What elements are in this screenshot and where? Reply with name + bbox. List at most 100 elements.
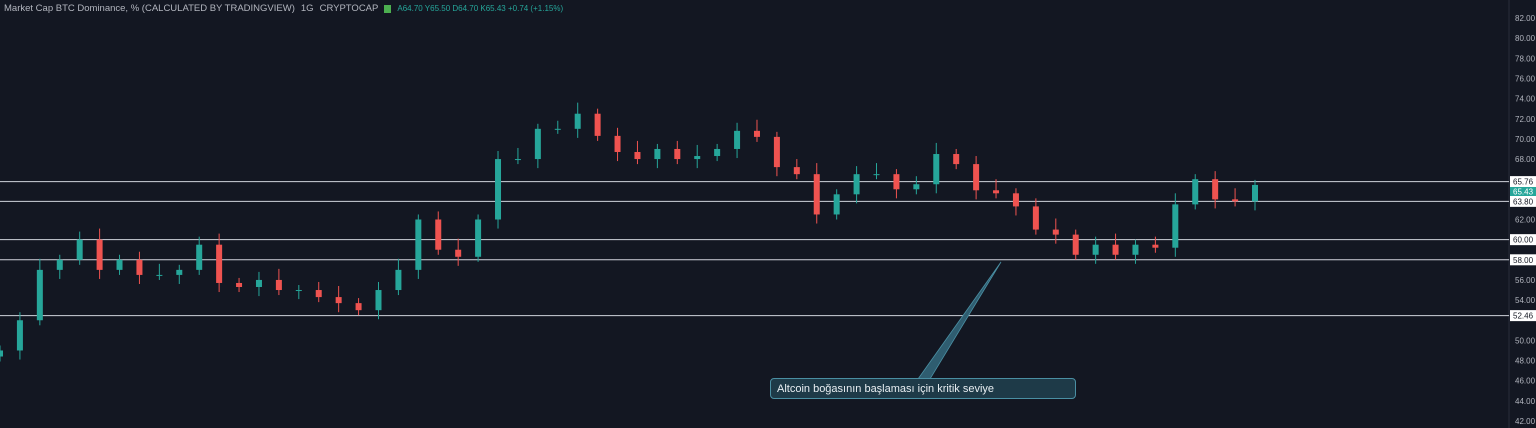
ohlc-values: A64.70 Y65.50 D64.70 K65.43 +0.74 (+1.15…: [397, 4, 564, 13]
candle-body: [893, 174, 900, 190]
candle-body: [1032, 206, 1039, 230]
candle-body: [734, 130, 741, 149]
y-tick-label: 48.00: [1515, 357, 1536, 366]
candle-body: [1052, 229, 1059, 235]
candle-body: [853, 174, 860, 195]
candle-body: [255, 279, 262, 288]
candle-body: [933, 154, 940, 185]
candle-body: [953, 154, 960, 165]
candle-body: [455, 249, 462, 257]
candle-body: [156, 274, 163, 276]
candle-body: [534, 128, 541, 160]
candle-body: [1252, 184, 1258, 202]
annotation-callout[interactable]: Altcoin boğasının başlaması için kritik …: [770, 378, 1076, 399]
candle-body: [1192, 179, 1199, 205]
candle-body: [514, 159, 521, 161]
candle-body: [375, 290, 382, 311]
y-tick-label: 80.00: [1515, 34, 1536, 43]
level-price-label: 60.00: [1513, 236, 1534, 245]
candle-body: [0, 350, 3, 357]
candle-body: [415, 219, 422, 270]
candle-body: [634, 151, 641, 160]
symbol-legend: Market Cap BTC Dominance, % (CALCULATED …: [4, 3, 563, 14]
candle-body: [315, 290, 322, 298]
candle-body: [993, 190, 1000, 194]
candle-body: [136, 259, 143, 275]
candle-body: [116, 259, 123, 270]
level-price-label: 52.46: [1513, 312, 1534, 321]
y-tick-label: 56.00: [1515, 276, 1536, 285]
candle-body: [435, 219, 442, 250]
last-price-label: 65.43: [1513, 187, 1534, 196]
candle-body: [395, 269, 402, 291]
candle-body: [714, 148, 721, 157]
y-tick-label: 72.00: [1515, 115, 1536, 124]
candle-body: [654, 148, 661, 160]
last-price-tag: [1510, 186, 1536, 196]
y-tick-label: 68.00: [1515, 155, 1536, 164]
candle-body: [335, 297, 342, 304]
candle-body: [355, 303, 362, 311]
candle-body: [1212, 179, 1219, 200]
y-tick-label: 50.00: [1515, 336, 1536, 345]
candle-body: [614, 135, 621, 152]
candle-body: [674, 148, 681, 160]
candle-body: [813, 174, 820, 215]
candle-body: [76, 239, 83, 260]
level-price-label: 58.00: [1513, 256, 1534, 265]
candle-body: [1092, 244, 1099, 255]
candle-body: [694, 156, 701, 160]
level-price-tag: [1510, 254, 1536, 266]
level-price-label: 65.76: [1513, 178, 1534, 187]
y-tick-label: 70.00: [1515, 135, 1536, 144]
candle-body: [574, 113, 581, 129]
candle-body: [973, 164, 980, 191]
candle-body: [1152, 244, 1159, 248]
candle-body: [196, 244, 203, 270]
candle-body: [873, 174, 880, 176]
candle-body: [773, 136, 780, 168]
level-price-tag: [1510, 234, 1536, 246]
candle-body: [793, 167, 800, 175]
candle-body: [475, 219, 482, 257]
candle-body: [1012, 193, 1019, 207]
exchange: CRYPTOCAP: [319, 3, 379, 14]
candle-body: [1132, 244, 1139, 255]
candle-body: [216, 244, 223, 283]
y-tick-label: 62.00: [1515, 216, 1536, 225]
candle-body: [96, 239, 103, 270]
candle-body: [56, 259, 63, 270]
candle-body: [1172, 204, 1179, 248]
candle-body: [236, 282, 243, 288]
candle-body: [833, 194, 840, 215]
candle-body: [1112, 244, 1119, 255]
candle-body: [1072, 234, 1079, 255]
candle-body: [554, 128, 561, 130]
level-price-tag: [1510, 176, 1536, 188]
level-price-label: 63.80: [1513, 197, 1534, 206]
candle-body: [36, 269, 43, 321]
candle-body: [16, 320, 23, 351]
y-tick-label: 54.00: [1515, 296, 1536, 305]
y-tick-label: 74.00: [1515, 95, 1536, 104]
y-tick-label: 76.00: [1515, 74, 1536, 83]
y-tick-label: 44.00: [1515, 397, 1536, 406]
level-price-tag: [1510, 310, 1536, 322]
interval[interactable]: 1G: [300, 3, 314, 14]
candle-body: [275, 279, 282, 291]
y-tick-label: 42.00: [1515, 417, 1536, 426]
y-tick-label: 82.00: [1515, 14, 1536, 23]
symbol-title[interactable]: Market Cap BTC Dominance, % (CALCULATED …: [4, 3, 295, 14]
candle-body: [176, 269, 183, 275]
annotation-pointer: [917, 261, 1002, 380]
y-tick-label: 46.00: [1515, 377, 1536, 386]
candle-body: [753, 130, 760, 137]
flag-icon: [384, 4, 392, 13]
y-tick-label: 78.00: [1515, 54, 1536, 63]
candle-body: [495, 159, 502, 220]
candle-body: [913, 184, 920, 190]
candle-body: [295, 290, 302, 292]
candle-body: [594, 113, 601, 136]
